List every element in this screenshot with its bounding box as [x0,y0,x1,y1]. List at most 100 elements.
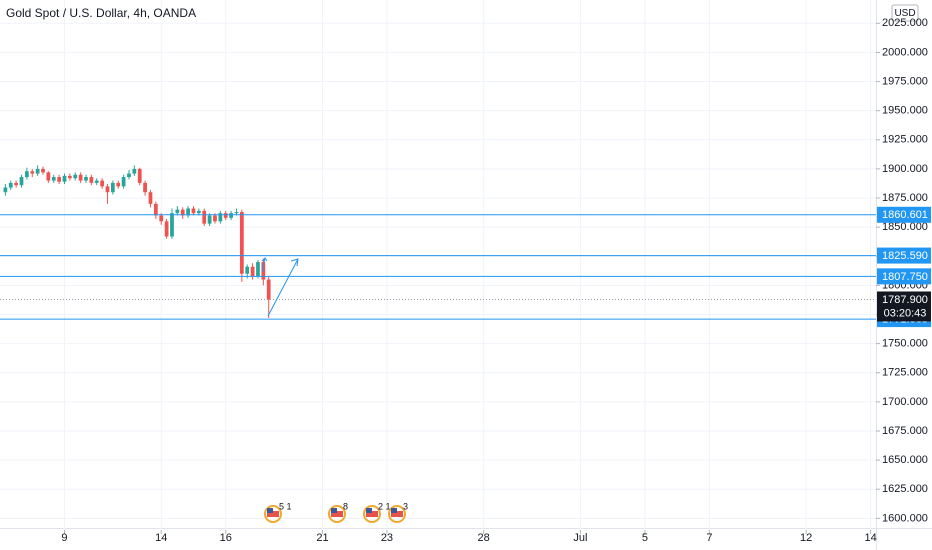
candle-body [24,171,29,178]
candle-body [218,213,223,222]
candle-body [186,208,190,216]
event-flag-stripe [331,511,343,517]
candle-body [180,209,185,216]
candle-body [62,175,67,182]
candle-body [67,175,72,179]
y-tick-label: 2025.000 [882,17,928,29]
candle-body [94,180,99,183]
x-tick-label: 9 [61,532,67,544]
candle-body [30,171,35,174]
x-tick-label: 14 [865,532,877,544]
event-icon[interactable]: 3 [388,501,408,523]
candle-body [196,210,201,214]
event-count: 2 1 [378,501,391,511]
countdown: 03:20:43 [884,307,927,319]
y-tick-label: 2000.000 [882,46,928,58]
candle-body [153,203,158,216]
x-tick-label: 5 [642,532,648,544]
candle-body [191,208,196,214]
event-flag-canton [366,508,372,513]
event-count: 3 [403,501,408,511]
candle-body [3,187,8,193]
event-icon[interactable]: 8 [328,501,348,523]
candle-body [137,168,142,183]
candle-body [73,174,78,179]
candle-body [41,168,45,173]
candle-body [207,215,212,224]
x-tick-label: 21 [316,532,328,544]
candle-body [143,182,147,193]
y-tick-label: 1925.000 [882,134,928,146]
event-count: 5 1 [279,501,292,511]
candle-body [8,182,13,188]
candle-body [100,180,104,187]
candle-body [89,177,94,183]
candle-body [170,213,174,237]
arrow-drawing [261,257,268,273]
plot [0,165,876,320]
last-price-box [877,291,931,322]
arrow-drawing [267,258,299,317]
candle-body [175,209,180,214]
y-tick-label: 1900.000 [882,163,928,175]
event-flag-canton [267,508,273,513]
candle-body [245,266,250,274]
level-label: 1825.590 [882,250,928,262]
x-tick-label: 7 [706,532,712,544]
y-tick-label: 1675.000 [882,425,928,437]
candle-body [35,168,40,174]
x-tick-label: 28 [478,532,490,544]
currency-box[interactable] [891,4,919,22]
candle-body [223,213,228,218]
candle-body [57,177,61,182]
event-flag-stripe [267,511,279,517]
event-flag-stripe [366,511,378,517]
y-tick-label: 1950.000 [882,105,928,117]
level-label-box [877,206,931,223]
candle-body [127,173,131,178]
candle-body [202,210,207,224]
event-icon[interactable]: 2 1 [363,501,391,523]
last-price-label: 1787.900 [882,294,928,306]
y-tick-label: 1850.000 [882,221,928,233]
y-tick-label: 1650.000 [882,454,928,466]
candle-body [105,186,110,193]
candle-body [266,279,271,300]
candle-body [121,177,126,187]
currency[interactable]: USD [894,8,915,19]
candle-body [148,192,153,204]
candle-body [239,212,244,274]
y-tick-label: 1625.000 [882,483,928,495]
candle-body [234,212,239,214]
level-label-box [877,247,931,264]
candle-body [51,177,56,181]
level-label-box [877,268,931,285]
y-tick-label: 1975.000 [882,75,928,87]
candle-body [78,174,83,181]
candle-body [164,221,169,237]
x-tick-label: Jul [573,532,587,544]
y-tick-label: 1875.000 [882,192,928,204]
candle-body [110,182,115,193]
event-flag-stripe [391,511,403,517]
axes: 1600.000 1625.000 1650.000 1675.000 1700.000… [61,17,931,544]
candle-body [213,215,217,222]
candle-body [19,177,24,186]
event-flag-canton [331,508,337,513]
event-flag-canton [391,508,397,513]
candle-body [116,182,121,187]
y-tick-label: 1700.000 [882,396,928,408]
event-count: 8 [343,501,348,511]
y-tick-label: 1725.000 [882,367,928,379]
candle-body [159,215,164,222]
level-label: 1860.601 [882,209,928,221]
x-tick-label: 14 [155,532,167,544]
candle-body [84,177,88,181]
candle-body [46,172,51,181]
candle-body [250,266,255,277]
event-icon[interactable]: 5 1 [264,501,292,523]
candle-body [229,213,233,218]
chart-title: Gold Spot / U.S. Dollar, 4h, OANDA [6,6,196,20]
